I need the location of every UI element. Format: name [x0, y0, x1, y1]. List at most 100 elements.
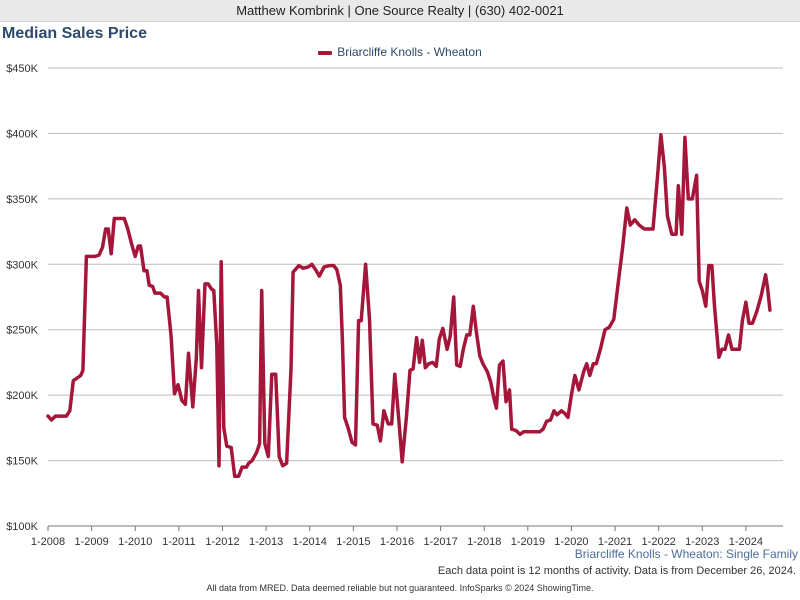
data-point — [376, 424, 379, 427]
data-point — [81, 369, 85, 372]
data-point — [93, 255, 97, 258]
data-point — [508, 388, 511, 392]
data-point — [203, 282, 207, 286]
data-point — [713, 305, 716, 308]
y-tick-label: $150K — [6, 456, 38, 468]
data-point — [163, 295, 166, 299]
y-tick-label: $350K — [6, 194, 38, 206]
data-point — [191, 405, 194, 409]
data-point — [670, 233, 673, 236]
data-point — [97, 253, 101, 257]
data-point — [643, 227, 646, 231]
legend-label: Briarcliffe Knolls - Wheaton — [337, 45, 482, 59]
data-point — [588, 374, 591, 377]
data-point — [68, 409, 72, 412]
data-point — [357, 319, 360, 322]
legend-swatch — [318, 50, 333, 55]
footer-disclaimer: All data from MRED. Data deemed reliable… — [206, 583, 594, 593]
data-point — [735, 348, 738, 351]
data-point — [101, 246, 104, 249]
data-point — [54, 414, 57, 418]
y-tick-label: $450K — [6, 63, 38, 75]
y-tick-label: $400K — [6, 128, 38, 140]
x-tick-label: 1-2019 — [511, 536, 545, 548]
data-point — [328, 264, 331, 267]
chart-subtitle: Briarcliffe Knolls - Wheaton: Single Fam… — [574, 547, 798, 561]
data-point — [723, 348, 727, 351]
x-axis: 1-2008 1-2009 1-2010 1-2011 1-2012 1-2013 1-20… — [31, 525, 783, 548]
data-point — [339, 284, 342, 287]
data-point — [465, 333, 468, 337]
data-point — [255, 451, 258, 454]
data-point — [585, 362, 588, 365]
data-point — [206, 282, 210, 286]
data-point — [549, 418, 552, 422]
data-point — [142, 269, 146, 272]
data-point — [481, 362, 485, 365]
data-note: Each data point is 12 months of activity… — [437, 565, 796, 577]
data-point — [418, 361, 421, 364]
data-point — [534, 430, 537, 433]
data-point — [281, 464, 284, 467]
data-point — [438, 337, 441, 341]
data-point — [343, 416, 346, 419]
data-point — [346, 426, 350, 430]
data-point — [104, 227, 107, 231]
data-point — [573, 374, 577, 377]
data-point — [525, 430, 528, 433]
data-point — [263, 442, 266, 445]
data-point — [621, 247, 624, 250]
data-point — [332, 264, 335, 267]
x-tick-label: 1-2016 — [380, 536, 414, 548]
x-tick-label: 1-2022 — [642, 536, 676, 548]
data-point — [612, 318, 615, 321]
data-point — [126, 227, 129, 231]
data-point — [710, 264, 714, 267]
data-point — [217, 464, 221, 467]
data-point — [145, 269, 149, 272]
data-point — [441, 327, 444, 330]
data-point — [741, 319, 744, 322]
x-tick-label: 1-2015 — [336, 536, 370, 548]
data-point — [371, 422, 375, 426]
data-point — [307, 265, 310, 269]
x-tick-label: 1-2018 — [467, 536, 501, 548]
agent-info: Matthew Kombrink | One Source Realty | (… — [236, 3, 564, 18]
data-point — [382, 409, 386, 412]
x-tick-label: 1-2012 — [205, 536, 239, 548]
data-point — [401, 460, 404, 464]
data-point — [267, 455, 270, 458]
data-point — [552, 409, 556, 412]
data-point — [123, 217, 126, 220]
data-point — [680, 233, 683, 236]
x-tick-label: 1-2021 — [598, 536, 632, 548]
data-point — [577, 388, 581, 392]
data-point — [445, 348, 449, 351]
data-point — [176, 383, 180, 386]
data-point — [666, 214, 669, 218]
data-point — [452, 295, 455, 299]
data-point — [717, 356, 721, 359]
x-tick-label: 1-2008 — [31, 536, 65, 548]
data-point — [541, 428, 545, 431]
data-point — [151, 285, 154, 288]
data-point — [707, 264, 710, 267]
data-point — [79, 374, 82, 377]
data-point — [659, 133, 663, 136]
data-point — [768, 308, 772, 312]
data-point — [173, 392, 176, 395]
data-point — [180, 399, 184, 402]
data-point — [468, 333, 471, 337]
data-point — [302, 267, 305, 270]
data-point — [766, 287, 769, 291]
x-tick-label: 1-2009 — [74, 536, 108, 548]
data-point — [674, 233, 678, 236]
x-tick-label: 1-2023 — [685, 536, 719, 548]
data-point — [110, 252, 113, 255]
data-point — [130, 243, 133, 246]
data-point — [258, 442, 261, 445]
data-point — [538, 430, 541, 433]
data-point — [318, 274, 321, 278]
data-point — [687, 197, 690, 201]
